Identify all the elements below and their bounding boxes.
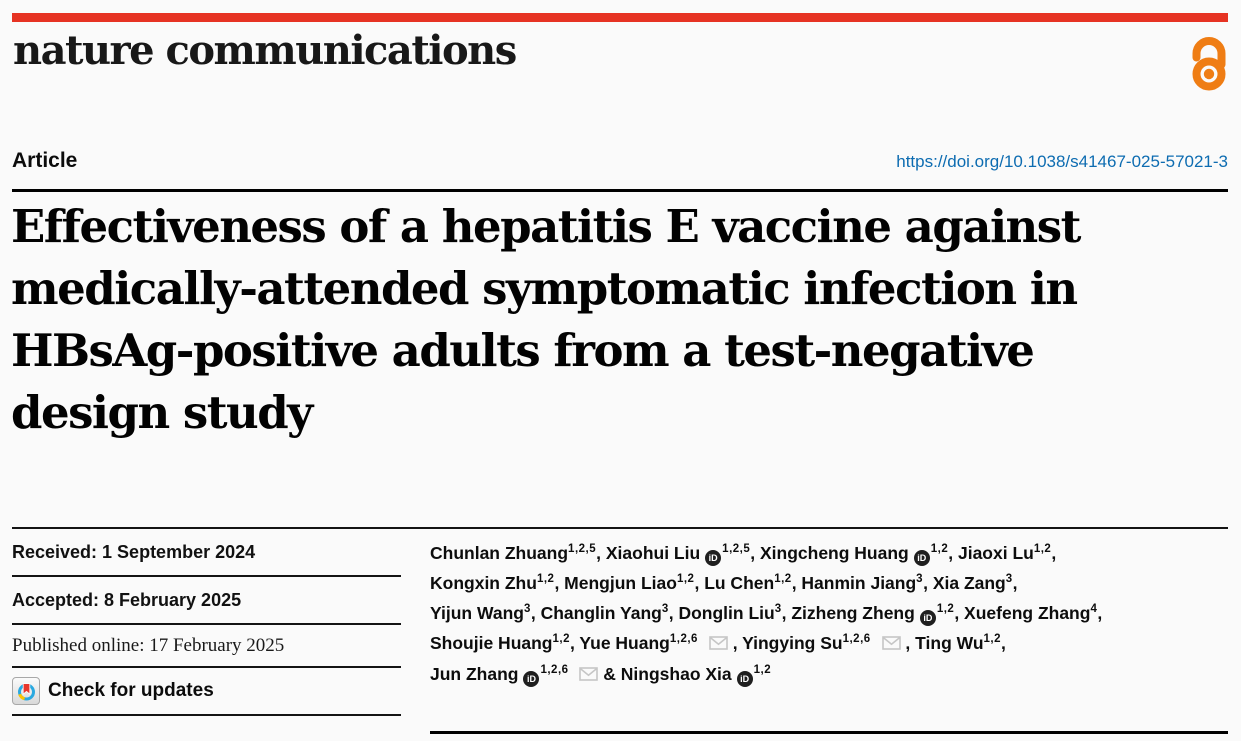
author-affiliation-superscript: 3 — [661, 603, 669, 615]
divider-under-article — [12, 189, 1228, 192]
crossmark-icon — [12, 677, 40, 705]
author-name: Xingcheng Huang — [759, 543, 909, 563]
envelope-icon[interactable] — [709, 629, 728, 659]
author-affiliation-superscript: 1,2 — [936, 603, 955, 615]
orcid-icon[interactable]: iD — [919, 610, 936, 626]
author-name: Mengjun Liao — [564, 573, 677, 593]
author-name: Lu Chen — [704, 573, 775, 593]
author-name: Xia Zang — [932, 573, 1006, 593]
author-affiliation-superscript: 3 — [523, 603, 531, 615]
author-affiliation-superscript: 4 — [1090, 603, 1098, 615]
author-name: Yijun Wang — [430, 603, 524, 623]
author-name: Jun Zhang — [430, 664, 519, 684]
journal-logo: nature communications — [13, 27, 517, 74]
author-name: Ting Wu — [915, 633, 984, 653]
orcid-icon[interactable]: iD — [913, 550, 930, 566]
author-affiliation-superscript: 1,2 — [536, 573, 555, 585]
author-affiliation-superscript: 1,2,6 — [842, 633, 871, 645]
author-name: Kongxin Zhu — [430, 573, 537, 593]
author-list: Chunlan Zhuang1,2,5, Xiaohui Liu iD1,2,5,… — [430, 538, 1150, 690]
page-title: Effectiveness of a hepatitis E vaccine a… — [11, 196, 1081, 444]
author-name: Ningshao Xia — [620, 664, 732, 684]
received-date: Received: 1 September 2024 — [12, 529, 401, 577]
article-type-label: Article — [12, 149, 78, 172]
author-name: Changlin Yang — [540, 603, 662, 623]
article-header-row: Article https://doi.org/10.1038/s41467-0… — [12, 149, 1228, 173]
author-affiliation-superscript: 1,2 — [552, 633, 570, 645]
divider-above-metadata — [12, 527, 1228, 529]
author-name: Zizheng Zheng — [791, 603, 915, 623]
title-line: Effectiveness of a hepatitis E vaccine a… — [11, 200, 1081, 253]
author-name: Xuefeng Zhang — [964, 603, 1091, 623]
doi-link[interactable]: https://doi.org/10.1038/s41467-025-57021… — [896, 152, 1228, 171]
orcid-icon[interactable]: iD — [736, 671, 753, 687]
author-affiliation-superscript: 1,2,6 — [540, 664, 569, 676]
author-name: Yingying Su — [742, 633, 843, 653]
author-name: Donglin Liu — [678, 603, 775, 623]
author-affiliation-superscript: 1,2,6 — [669, 633, 698, 645]
author-name: Shoujie Huang — [430, 633, 553, 653]
orcid-icon[interactable]: iD — [523, 671, 540, 687]
author-affiliation-superscript: 1,2 — [774, 573, 792, 585]
check-for-updates-label: Check for updates — [48, 680, 214, 701]
title-line: design study — [11, 386, 313, 439]
orcid-icon[interactable]: iD — [705, 550, 722, 566]
published-online-date: Published online: 17 February 2025 — [12, 625, 401, 668]
envelope-icon[interactable] — [579, 660, 599, 690]
envelope-icon[interactable] — [881, 629, 901, 659]
author-affiliation-superscript: 3 — [774, 603, 782, 615]
check-for-updates-button[interactable]: Check for updates — [12, 668, 401, 716]
author-name: Jiaoxi Lu — [957, 543, 1034, 563]
open-access-icon — [1186, 36, 1231, 92]
author-affiliation-superscript: 1,2 — [1033, 543, 1052, 555]
author-affiliation-superscript: 1,2,5 — [722, 543, 751, 555]
author-name: Hanmin Jiang — [801, 573, 917, 593]
author-affiliation-superscript: 1,2 — [753, 664, 772, 676]
author-affiliation-superscript: 3 — [1005, 573, 1013, 585]
divider-below-authors — [430, 731, 1228, 734]
author-name: Yue Huang — [579, 633, 670, 653]
title-line: medically-attended symptomatic infection… — [11, 262, 1078, 315]
masthead-red-bar — [12, 13, 1228, 22]
article-history-panel: Received: 1 September 2024 Accepted: 8 F… — [12, 529, 401, 716]
author-affiliation-superscript: 1,2 — [676, 573, 695, 585]
author-name: Xiaohui Liu — [605, 543, 701, 563]
author-name: Chunlan Zhuang — [430, 543, 569, 563]
author-affiliation-superscript: 3 — [916, 573, 924, 585]
title-line: HBsAg-positive adults from a test-negati… — [11, 324, 1035, 377]
author-affiliation-superscript: 1,2,5 — [568, 543, 597, 555]
accepted-date: Accepted: 8 February 2025 — [12, 577, 401, 625]
author-affiliation-superscript: 1,2 — [930, 543, 949, 555]
author-affiliation-superscript: 1,2 — [983, 633, 1002, 645]
